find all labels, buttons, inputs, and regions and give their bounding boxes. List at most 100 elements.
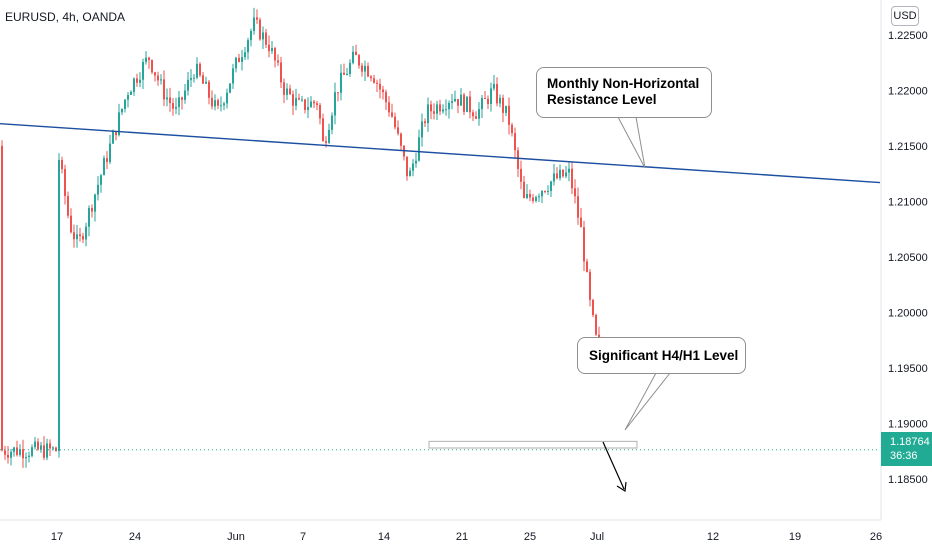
candle-body <box>442 109 444 112</box>
candle-body <box>367 65 369 77</box>
candle-body <box>445 109 447 111</box>
time-tick-label: 21 <box>456 531 468 543</box>
candle-body <box>262 32 264 40</box>
time-tick-label: 7 <box>300 531 306 543</box>
candle-body <box>574 188 576 197</box>
candle-body <box>181 97 183 100</box>
candle-body <box>466 96 468 112</box>
candle-body <box>526 193 528 198</box>
time-tick-label: 25 <box>524 531 536 543</box>
candle-body <box>286 88 288 95</box>
candle-body <box>310 101 312 108</box>
candle-body <box>34 441 36 448</box>
candle-body <box>394 116 396 128</box>
candle-body <box>577 196 579 218</box>
resistance-trendline[interactable] <box>0 122 881 184</box>
candle-body <box>10 451 12 458</box>
candle-body <box>19 449 21 455</box>
price-tick-label: 1.20000 <box>888 307 928 319</box>
candle-body <box>322 118 324 141</box>
candle-body <box>451 101 453 103</box>
candle-body <box>349 62 351 75</box>
candle-body <box>352 51 354 63</box>
candle-body <box>463 94 465 112</box>
candle-body <box>217 100 219 106</box>
candle-body <box>28 455 30 457</box>
candle-body <box>397 127 399 134</box>
candle-body <box>112 131 114 144</box>
candle-body <box>271 48 273 52</box>
candle-body <box>358 55 360 66</box>
candle-body <box>232 68 234 84</box>
candle-body <box>79 234 81 237</box>
candle-body <box>586 261 588 272</box>
candle-body <box>388 102 390 113</box>
candle-body <box>157 75 159 81</box>
candle-body <box>550 181 552 192</box>
time-tick-label: Jun <box>227 531 245 543</box>
candle-body <box>373 78 375 83</box>
price-axis[interactable]: 1.22500 1.22000 1.21500 1.21000 1.20500 1.200… <box>888 30 928 486</box>
candle-body <box>52 447 54 449</box>
candle-body <box>145 57 147 62</box>
candle-body <box>244 52 246 58</box>
significant-level-zone[interactable] <box>428 440 638 449</box>
candle-body <box>478 109 480 119</box>
candle-body <box>379 83 381 90</box>
candle-body <box>499 97 501 104</box>
bar-countdown: 36:36 <box>890 450 918 462</box>
candle-body <box>508 105 510 125</box>
resistance-callout[interactable]: Monthly Non-Horizontal Resistance Level <box>536 67 712 118</box>
candle-body <box>169 97 171 104</box>
candle-body <box>31 447 33 456</box>
significant-callout[interactable]: Significant H4/H1 Level <box>577 337 746 374</box>
candle-body <box>127 94 129 100</box>
candle-body <box>25 456 27 459</box>
candle-body <box>592 299 594 316</box>
candle-body <box>49 443 51 449</box>
candle-body <box>460 94 462 106</box>
candle-body <box>109 143 111 162</box>
candle-body <box>106 158 108 162</box>
candle-body <box>361 65 363 72</box>
candle-body <box>487 98 489 104</box>
currency-button[interactable]: USD <box>891 6 919 26</box>
candle-body <box>439 104 441 112</box>
candle-body <box>160 79 162 81</box>
price-tick-label: 1.19500 <box>888 363 928 375</box>
candle-body <box>193 77 195 79</box>
candle-body <box>583 227 585 262</box>
candle-body <box>364 65 366 72</box>
candle-body <box>91 208 93 212</box>
candle-body <box>151 60 153 73</box>
candle-body <box>424 121 426 124</box>
candle-body <box>472 112 474 117</box>
resistance-callout-tail <box>617 116 646 169</box>
candle-body <box>343 72 345 75</box>
candle-body <box>70 215 72 233</box>
price-tick-label: 1.22000 <box>888 85 928 97</box>
candle-body <box>214 100 216 107</box>
candle-body <box>115 131 117 136</box>
candle-body <box>154 72 156 76</box>
candle-body <box>88 208 90 227</box>
candle-body <box>295 98 297 106</box>
candle-body <box>211 97 213 107</box>
candle-body <box>1 145 3 451</box>
candle-body <box>529 193 531 198</box>
candle-body <box>13 447 15 452</box>
time-tick-label: 26 <box>870 531 882 543</box>
candle-body <box>532 197 534 201</box>
candle-body <box>340 72 342 93</box>
time-axis[interactable]: 17 24 Jun 7 14 21 25 Jul 12 19 26 <box>51 531 882 543</box>
candle-body <box>256 17 258 20</box>
candle-body <box>595 315 597 335</box>
forecast-arrow[interactable] <box>602 441 627 493</box>
candle-body <box>562 169 564 177</box>
candle-body <box>67 196 69 216</box>
candle-body <box>175 106 177 109</box>
candle-body <box>448 102 450 110</box>
candle-body <box>247 40 249 53</box>
